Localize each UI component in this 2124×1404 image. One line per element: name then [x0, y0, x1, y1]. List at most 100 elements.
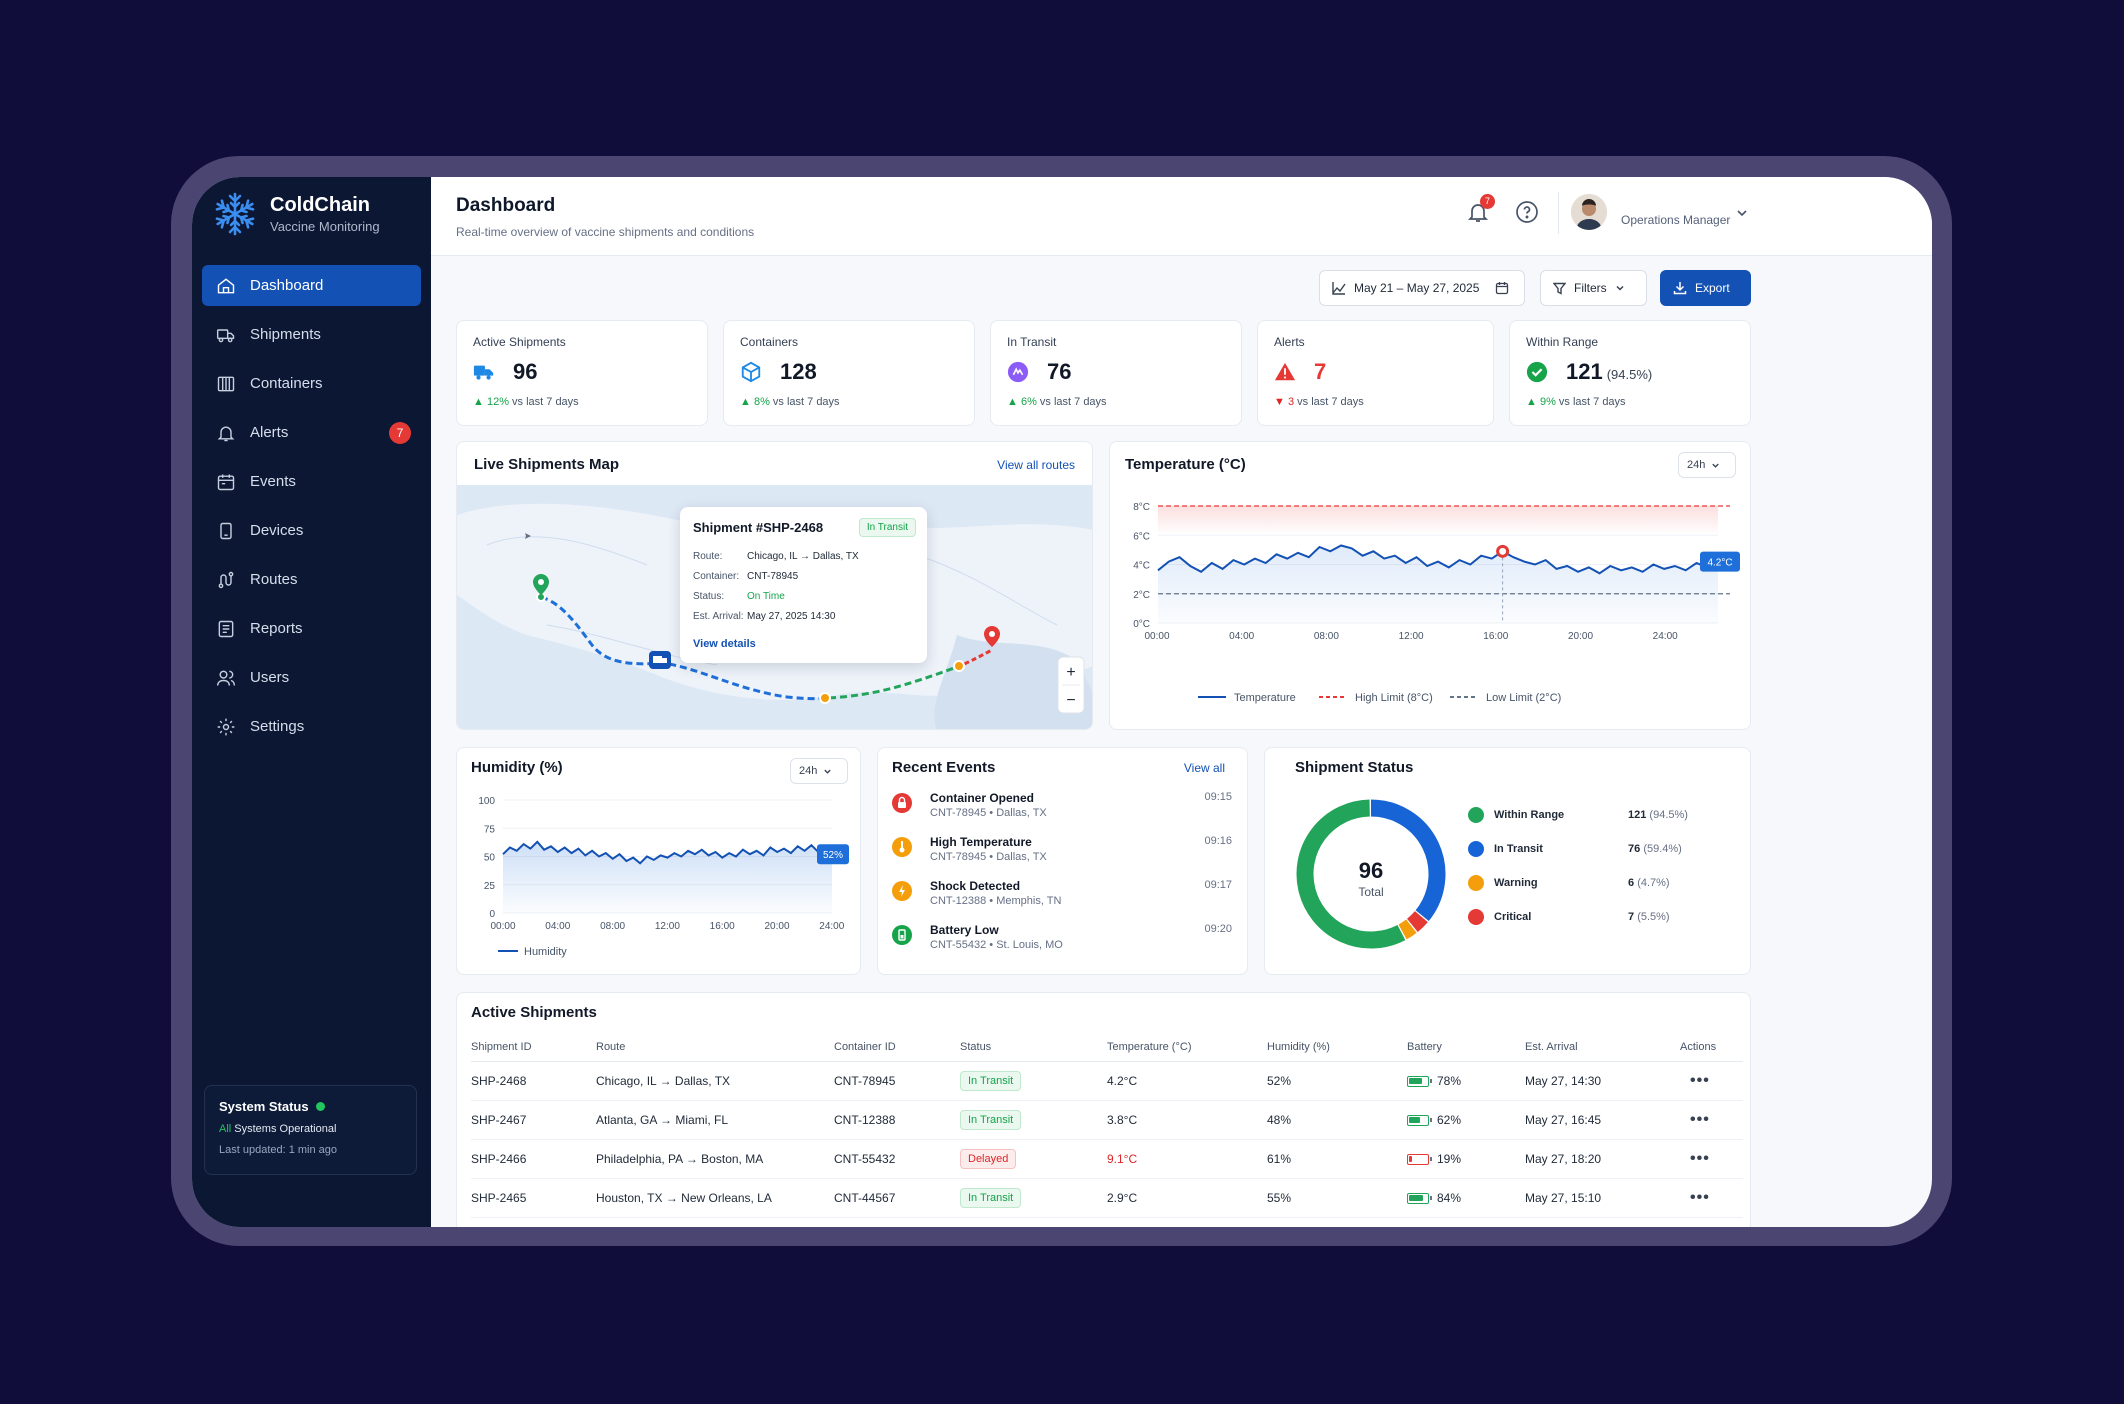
- more-actions-icon[interactable]: •••: [1690, 1188, 1710, 1206]
- legend-dot: [1468, 875, 1484, 891]
- chevron-down-icon[interactable]: [1736, 207, 1748, 219]
- sidebar-item-reports[interactable]: Reports: [202, 608, 421, 649]
- sidebar-item-containers[interactable]: Containers: [202, 363, 421, 404]
- cell-shipment-id: SHP-2466: [471, 1139, 596, 1179]
- temperature-card: Temperature (°C) 24h 0°C 2°C 4°C 6°C 8°C 00:0…: [1109, 441, 1751, 730]
- series-line-humidity: [502, 840, 833, 865]
- kpi-value: 121: [1566, 359, 1603, 384]
- avatar[interactable]: [1571, 194, 1607, 230]
- popup-row-key: Status:: [693, 591, 725, 602]
- view-all-routes-link[interactable]: View all routes: [997, 458, 1075, 472]
- sidebar-nav: Dashboard Shipments Containers Alerts 7 Event…: [202, 265, 421, 755]
- event-item[interactable]: High Temperature CNT-78945 • Dallas, TX 09…: [892, 835, 1232, 875]
- column-header[interactable]: Battery: [1407, 1033, 1525, 1062]
- table-row[interactable]: SHP-2468 Chicago, IL → Dallas, TX CNT-7894…: [471, 1061, 1743, 1101]
- sidebar-item-settings[interactable]: Settings: [202, 706, 421, 747]
- sidebar-item-users[interactable]: Users: [202, 657, 421, 698]
- shipment-popup: Shipment #SHP-2468 In Transit Route: Chic…: [680, 507, 927, 663]
- report-icon: [218, 620, 234, 637]
- system-status-updated: Last updated: 1 min ago: [219, 1144, 338, 1156]
- arrow-up-icon: ▲: [473, 396, 487, 408]
- export-label: Export: [1695, 281, 1730, 295]
- user-avatar-icon: [1571, 194, 1607, 230]
- brand-title: ColdChain: [270, 194, 370, 216]
- gear-icon: [217, 718, 235, 735]
- event-item[interactable]: Battery Low CNT-55432 • St. Louis, MO 09:2…: [892, 923, 1232, 963]
- donut-center-value: 96: [1359, 858, 1383, 883]
- sidebar-item-events[interactable]: Events: [202, 461, 421, 502]
- sidebar-item-dashboard[interactable]: Dashboard: [202, 265, 421, 306]
- table-row[interactable]: SHP-2467 Atlanta, GA → Miami, FL CNT-12388…: [471, 1100, 1743, 1140]
- event-time: 09:15: [1204, 791, 1232, 803]
- event-item[interactable]: Container Opened CNT-78945 • Dallas, TX 09…: [892, 791, 1232, 831]
- cell-est-arrival: May 27, 16:45: [1525, 1100, 1680, 1140]
- temperature-range-select[interactable]: 24h: [1678, 452, 1736, 478]
- battery-icon: [892, 925, 912, 945]
- filters-button[interactable]: Filters: [1540, 270, 1647, 306]
- cell-container-id: CNT-44567: [834, 1178, 960, 1218]
- more-actions-icon[interactable]: •••: [1690, 1110, 1710, 1128]
- sidebar-item-devices[interactable]: Devices: [202, 510, 421, 551]
- column-header[interactable]: Humidity (%): [1267, 1033, 1407, 1062]
- kpi-delta-value: 8%: [753, 396, 770, 408]
- lock-icon: [892, 793, 912, 813]
- current-temp-label: 4.2°C: [1707, 558, 1732, 569]
- kpi-delta-value: 6%: [1020, 396, 1037, 408]
- user-role[interactable]: Operations Manager: [1621, 213, 1731, 227]
- date-range-picker[interactable]: May 21 – May 27, 2025: [1319, 270, 1525, 306]
- cell-container-id: CNT-78945: [834, 1061, 960, 1101]
- popup-row-value: Chicago, IL → Dallas, TX: [747, 551, 859, 562]
- column-header[interactable]: Shipment ID: [471, 1033, 596, 1062]
- help-icon[interactable]: [1515, 200, 1539, 224]
- sidebar-item-label: Users: [250, 669, 290, 686]
- kpi-value: 96: [513, 359, 538, 384]
- chevron-down-icon: [1616, 285, 1624, 291]
- current-temp-tag: [1700, 551, 1740, 572]
- kpi-delta-text: vs last 7 days: [1555, 396, 1626, 408]
- calendar-icon: [217, 474, 235, 490]
- container-icon: [217, 376, 235, 391]
- x-tick-label: 24:00: [1653, 631, 1678, 642]
- event-title: Battery Low: [930, 923, 999, 937]
- sidebar-item-alerts[interactable]: Alerts 7: [202, 412, 421, 453]
- column-header[interactable]: Est. Arrival: [1525, 1033, 1680, 1062]
- event-title: Container Opened: [930, 791, 1035, 805]
- more-actions-icon[interactable]: •••: [1690, 1149, 1710, 1167]
- cell-battery: 84%: [1437, 1190, 1462, 1205]
- x-tick-label: 20:00: [1568, 631, 1593, 642]
- dashboard-icon: [217, 277, 235, 293]
- export-button[interactable]: Export: [1660, 270, 1751, 306]
- column-header[interactable]: Status: [960, 1033, 1107, 1062]
- sidebar-item-routes[interactable]: Routes: [202, 559, 421, 600]
- sidebar: ColdChain Vaccine Monitoring Dashboard Sh…: [192, 177, 431, 1227]
- cell-battery: 78%: [1437, 1073, 1462, 1088]
- column-header[interactable]: Actions: [1680, 1033, 1743, 1062]
- table-row[interactable]: SHP-2465 Houston, TX → New Orleans, LA CNT…: [471, 1178, 1743, 1218]
- more-actions-icon[interactable]: •••: [1690, 1071, 1710, 1089]
- kpi-card-within-range[interactable]: Within Range 121 (94.5%) ▲ 9% vs last 7 day…: [1509, 320, 1751, 426]
- sidebar-item-shipments[interactable]: Shipments: [202, 314, 421, 355]
- column-header[interactable]: Route: [596, 1033, 834, 1062]
- column-header[interactable]: Container ID: [834, 1033, 960, 1062]
- topbar: Dashboard Real-time overview of vaccine …: [431, 177, 1932, 256]
- popup-row-key: Container:: [693, 571, 740, 582]
- kpi-card-containers[interactable]: Containers 128 ▲ 8% vs last 7 days: [723, 320, 975, 426]
- view-all-events-link[interactable]: View all: [1183, 761, 1225, 775]
- table-row[interactable]: SHP-2466 Philadelphia, PA → Boston, MA CNT…: [471, 1139, 1743, 1179]
- cell-est-arrival: May 27, 15:10: [1525, 1178, 1680, 1218]
- brand-subtitle: Vaccine Monitoring: [270, 219, 380, 234]
- column-header[interactable]: Temperature (°C): [1107, 1033, 1267, 1062]
- view-details-link[interactable]: View details: [693, 638, 756, 650]
- kpi-card-in-transit[interactable]: In Transit 76 ▲ 6% vs last 7 days: [990, 320, 1242, 426]
- kpi-card-active-shipments[interactable]: Active Shipments 96 ▲ 12% vs last 7 days: [456, 320, 708, 426]
- kpi-label: Active Shipments: [473, 335, 566, 349]
- arrow-up-icon: ▲: [1007, 396, 1021, 408]
- legend-label: Humidity: [524, 946, 567, 958]
- table-header-row: Shipment ID Route Container ID Status Temper…: [471, 1033, 1743, 1062]
- kpi-card-alerts[interactable]: Alerts 7 ▼ 3 vs last 7 days: [1257, 320, 1494, 426]
- series-area: [503, 841, 832, 913]
- event-item[interactable]: Shock Detected CNT-12388 • Memphis, TN 09:…: [892, 879, 1232, 919]
- x-tick-label: 04:00: [1229, 631, 1254, 642]
- humidity-range-select[interactable]: 24h: [790, 758, 848, 784]
- brand[interactable]: ColdChain Vaccine Monitoring: [212, 191, 380, 237]
